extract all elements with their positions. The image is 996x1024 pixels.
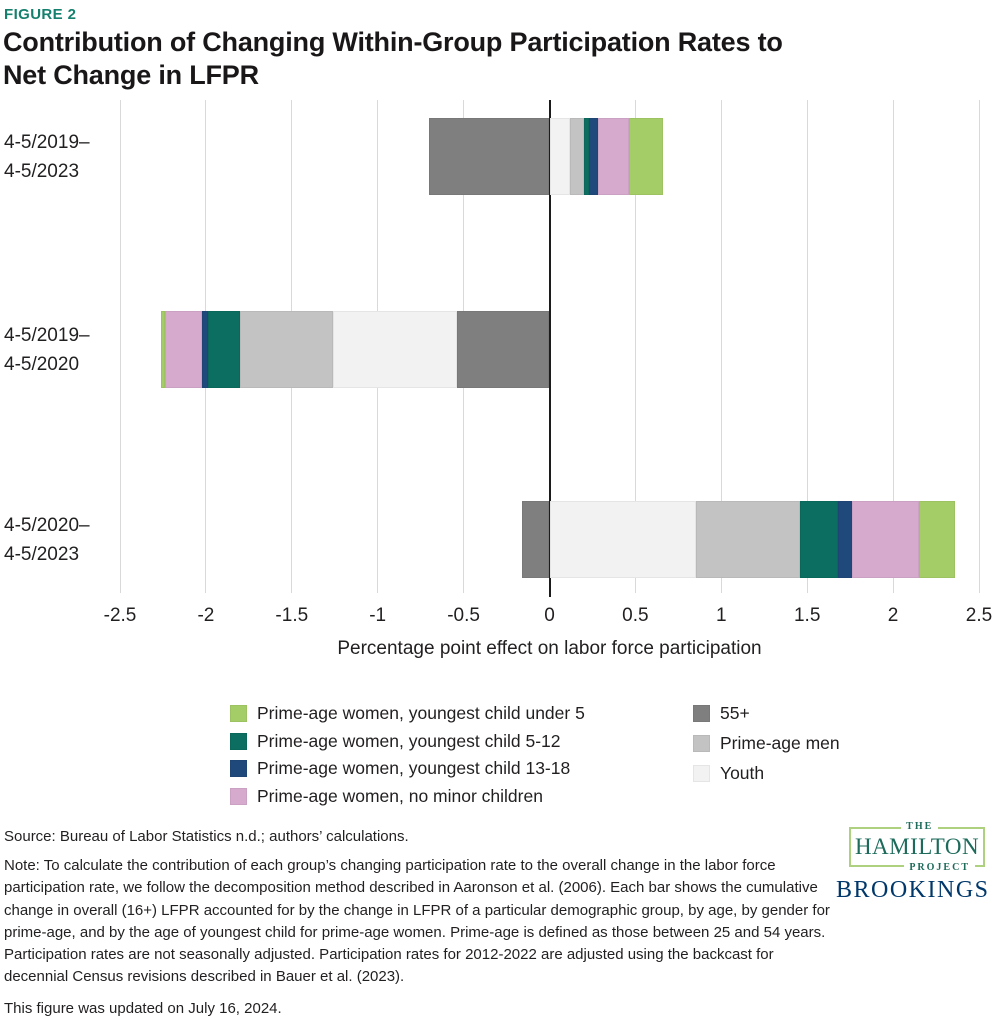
legend-swatch-child13_18 xyxy=(230,760,247,777)
title-line-1: Contribution of Changing Within-Group Pa… xyxy=(3,27,783,57)
page-title: Contribution of Changing Within-Group Pa… xyxy=(3,26,783,92)
bar-segment-under5-period-1 xyxy=(161,311,165,388)
legend-swatch-under5 xyxy=(230,705,247,722)
bar-segment-youth-period-2 xyxy=(549,501,696,578)
bar-segment-plus55-period-1 xyxy=(456,311,550,388)
x-tick-label: 0.5 xyxy=(622,605,649,626)
bar-segment-child13_18-period-0 xyxy=(589,118,598,195)
legend-swatch-youth xyxy=(693,765,710,782)
bar-segment-child5_12-period-2 xyxy=(800,501,839,578)
legend-item-plus55: 55+ xyxy=(693,703,840,724)
legend-swatch-no_minor xyxy=(230,787,247,805)
bar-segment-plus55-period-0 xyxy=(429,118,550,195)
y-axis-label: 4-5/2019– 4-5/2020 xyxy=(4,324,90,375)
legend-item-child13_18: Prime-age women, youngest child 13-18 xyxy=(230,758,585,779)
x-tick-label: -2 xyxy=(197,605,215,626)
x-tick-label: 2.5 xyxy=(965,605,993,626)
gridline xyxy=(892,100,894,593)
legend-item-no_minor: Prime-age women, no minor children xyxy=(230,786,585,807)
x-tick-label: 1 xyxy=(716,605,727,626)
bar-segment-under5-period-0 xyxy=(628,118,663,195)
legend-label-plus55: 55+ xyxy=(720,703,750,723)
hamilton-logo-the-text: THE xyxy=(901,821,939,832)
bar-segment-plus55-period-2 xyxy=(522,501,550,578)
bar-segment-no_minor-period-1 xyxy=(164,311,203,388)
gridline xyxy=(119,100,121,593)
bar-segment-youth-period-0 xyxy=(549,118,571,195)
zero-line xyxy=(548,100,551,597)
legend-label-child13_18: Prime-age women, youngest child 13-18 xyxy=(257,758,571,778)
legend-right-column: 55+ Prime-age men Youth xyxy=(693,703,840,793)
bar-segment-child5_12-period-0 xyxy=(583,118,589,195)
bar-segment-no_minor-period-2 xyxy=(851,501,919,578)
title-line-2: Net Change in LFPR xyxy=(3,60,259,90)
legend-swatch-plus55 xyxy=(693,705,710,722)
x-tick-label: 1.5 xyxy=(793,605,821,626)
legend-item-under5: Prime-age women, youngest child under 5 xyxy=(230,703,585,724)
legend-swatch-child5_12 xyxy=(230,732,247,750)
hamilton-project-logo: THE HAMILTON PROJECT xyxy=(849,821,985,873)
legend-label-under5: Prime-age women, youngest child under 5 xyxy=(257,703,585,723)
legend-label-youth: Youth xyxy=(720,763,765,783)
bar-segment-child5_12-period-1 xyxy=(207,311,241,388)
gridline xyxy=(634,100,636,593)
bar-segment-child13_18-period-1 xyxy=(202,311,208,388)
x-tick-label: -1.5 xyxy=(275,605,309,626)
figure-label: FIGURE 2 xyxy=(4,6,77,23)
legend-item-youth: Youth xyxy=(693,763,840,784)
legend-swatch-men xyxy=(693,735,710,752)
x-tick-label: -1 xyxy=(369,605,387,626)
legend-label-men: Prime-age men xyxy=(720,733,840,753)
bar-segment-under5-period-2 xyxy=(918,501,955,578)
x-tick-label: 0 xyxy=(544,605,555,626)
bar-segment-child13_18-period-2 xyxy=(838,501,852,578)
methodology-note: Note: To calculate the contribution of e… xyxy=(4,857,830,986)
gridline xyxy=(978,100,980,593)
bar-segment-youth-period-1 xyxy=(333,311,457,388)
bar-segment-men-period-1 xyxy=(240,311,334,388)
source-note: Source: Bureau of Labor Statistics n.d.;… xyxy=(4,828,409,845)
bar-segment-no_minor-period-0 xyxy=(597,118,629,195)
legend-item-men: Prime-age men xyxy=(693,733,840,754)
bar-segment-men-period-0 xyxy=(570,118,584,195)
gridline xyxy=(720,100,722,593)
plot-area: -2.5 -2 -1.5 -1 -0.5 0 0.5 1 1.5 2 2.5 xyxy=(104,100,992,626)
bar-segment-men-period-2 xyxy=(695,501,801,578)
brookings-logo: BROOKINGS xyxy=(836,877,990,903)
x-axis-title: Percentage point effect on labor force p… xyxy=(337,638,762,659)
y-axis-label: 4-5/2020– 4-5/2023 xyxy=(4,514,90,565)
gridline xyxy=(806,100,808,593)
legend-item-child5_12: Prime-age women, youngest child 5-12 xyxy=(230,731,585,752)
x-tick-label: -2.5 xyxy=(103,605,137,626)
legend-label-child5_12: Prime-age women, youngest child 5-12 xyxy=(257,730,561,751)
x-tick-label: -0.5 xyxy=(447,605,480,626)
x-tick-label: 2 xyxy=(887,605,899,626)
hamilton-logo-name-text: HAMILTON xyxy=(854,834,980,859)
y-axis-label: 4-5/2019– 4-5/2023 xyxy=(4,131,90,182)
updated-date-note: This figure was updated on July 16, 2024… xyxy=(4,1000,282,1017)
legend-label-no_minor: Prime-age women, no minor children xyxy=(257,785,543,806)
hamilton-logo-project-text: PROJECT xyxy=(904,862,975,873)
legend-left-column: Prime-age women, youngest child under 5 P… xyxy=(230,703,585,813)
